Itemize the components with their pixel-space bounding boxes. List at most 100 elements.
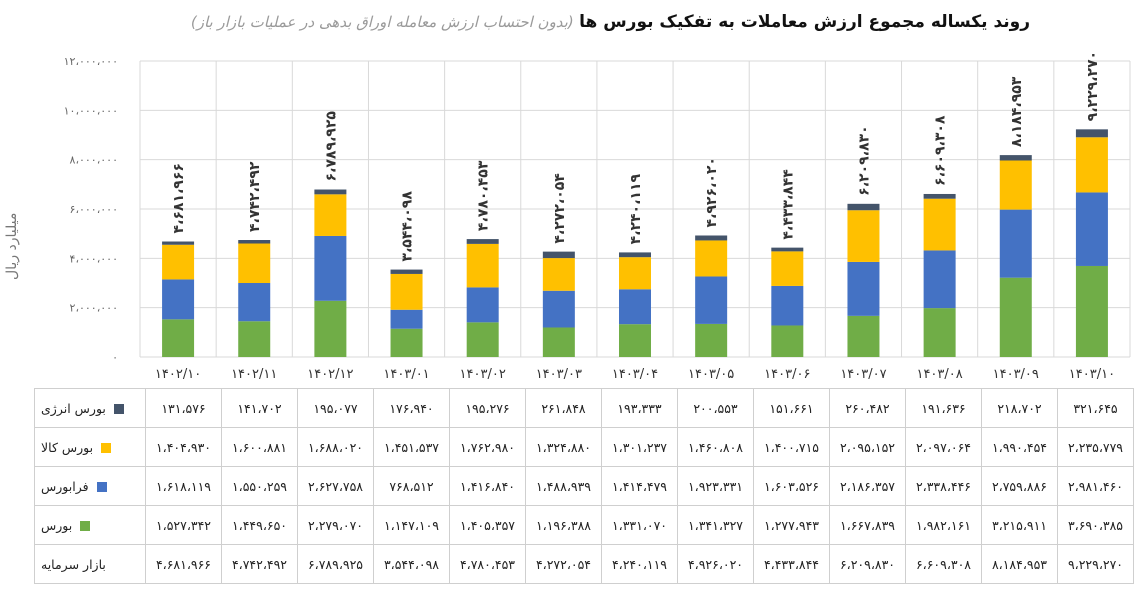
- bar-segment-2: [390, 309, 423, 329]
- table-cell: ۲۶۰،۴۸۲: [829, 388, 906, 428]
- table-cell: ۹،۲۲۹،۲۷۰: [1057, 544, 1134, 584]
- y-tick-labels: ۰ ۲،۰۰۰،۰۰۰ ۴،۰۰۰،۰۰۰ ۶،۰۰۰،۰۰۰ ۸،۰۰۰،۰۰۰ ۱۰،…: [64, 55, 118, 364]
- table-cell: ۱،۴۱۶،۸۴۰: [449, 466, 526, 506]
- bar-segment-1: [466, 322, 499, 357]
- table-cell: ۱۵۱،۶۶۱: [753, 388, 830, 428]
- data-table: بورس انرژی ۱۳۱،۵۷۶ ۱۴۱،۷۰۲ ۱۹۵،۰۷۷ ۱۷۶،۹۴۰ ۱۹…: [34, 388, 1134, 584]
- bar-segment-1: [923, 308, 956, 357]
- table-row-farabourse: فرابورس ۱،۶۱۸،۱۱۹ ۱،۵۵۰،۲۵۹ ۲،۶۲۷،۷۵۸ ۷۶۸،۵۱…: [34, 466, 1134, 506]
- legend-swatch: [80, 521, 91, 531]
- x-tick-label: ۱۴۰۲/۱۱: [231, 367, 277, 382]
- bar-segment-2: [542, 290, 575, 328]
- y-tick-label: ۴،۰۰۰،۰۰۰: [70, 252, 118, 265]
- grid-lines: [139, 60, 1131, 358]
- bar-segment-3: [314, 194, 347, 236]
- chart-subtitle: (بدون احتساب ارزش معامله اوراق بدهی در ع…: [190, 13, 574, 31]
- bar-segment-4: [695, 235, 728, 241]
- total-label: ۶،۲۰۹،۸۳۰: [856, 125, 872, 195]
- table-cell: ۳۲۱،۶۴۵: [1057, 388, 1134, 428]
- table-cell: ۲،۲۳۵،۷۷۹: [1057, 427, 1134, 467]
- x-tick-label: ۱۴۰۳/۰۹: [993, 367, 1039, 382]
- bar-segment-4: [619, 252, 651, 258]
- legend-entry-farabourse: فرابورس: [34, 466, 146, 506]
- bar-segment-4: [238, 240, 271, 244]
- table-cell: ۴،۷۸۰،۴۵۳: [449, 544, 526, 584]
- table-cell: ۲،۲۷۹،۰۷۰: [297, 505, 374, 545]
- table-row-capital-market: بازار سرمایه ۴،۶۸۱،۹۶۶ ۴،۷۴۲،۴۹۲ ۶،۷۸۹،۹۲۵ ۳…: [34, 544, 1134, 584]
- table-cell: ۴،۹۲۶،۰۲۰: [677, 544, 754, 584]
- table-cell: ۲،۳۳۸،۴۴۶: [905, 466, 982, 506]
- legend-label: بورس انرژی: [41, 400, 106, 416]
- table-cell: ۱،۹۸۲،۱۶۱: [905, 505, 982, 545]
- bar-segment-2: [771, 285, 804, 326]
- legend-entry-bourse: بورس: [34, 505, 146, 545]
- table-row-energy: بورس انرژی ۱۳۱،۵۷۶ ۱۴۱،۷۰۲ ۱۹۵،۰۷۷ ۱۷۶،۹۴۰ ۱۹…: [34, 388, 1134, 428]
- table-cell: ۱،۶۰۳،۵۲۶: [753, 466, 830, 506]
- total-label: ۴،۴۳۳،۸۴۴: [780, 169, 796, 240]
- total-label: ۴،۶۸۱،۹۶۶: [171, 163, 187, 233]
- bar-segment-2: [314, 235, 347, 301]
- table-cell: ۱،۶۶۷،۸۳۹: [829, 505, 906, 545]
- bar-segment-4: [162, 241, 195, 245]
- x-tick-label: ۱۴۰۳/۰۸: [916, 367, 962, 382]
- bar-segment-4: [1075, 129, 1108, 138]
- legend-swatch: [96, 482, 107, 492]
- table-cell: ۲،۷۵۹،۸۸۶: [981, 466, 1058, 506]
- table-cell: ۱۹۵،۲۷۶: [449, 388, 526, 428]
- bar-segment-1: [390, 328, 423, 357]
- bar-segment-1: [1075, 265, 1108, 357]
- table-cell: ۲،۶۲۷،۷۵۸: [297, 466, 374, 506]
- x-tick-label: ۱۴۰۳/۰۱: [383, 367, 429, 382]
- legend-swatch: [101, 443, 112, 453]
- bar-segment-2: [1075, 192, 1108, 266]
- table-cell: ۱۹۱،۶۳۶: [905, 388, 982, 428]
- x-tick-label: ۱۴۰۳/۰۷: [840, 367, 886, 382]
- table-cell: ۲۶۱،۸۴۸: [525, 388, 602, 428]
- table-cell: ۴،۷۴۲،۴۹۲: [221, 544, 298, 584]
- table-cell: ۲،۱۸۶،۳۵۷: [829, 466, 906, 506]
- bar-segment-4: [542, 251, 575, 259]
- table-cell: ۱۹۳،۳۳۳: [601, 388, 678, 428]
- table-row-bourse: بورس ۱،۵۲۷،۳۴۲ ۱،۴۴۹،۶۵۰ ۲،۲۷۹،۰۷۰ ۱،۱۴۷،۱۰۹…: [34, 505, 1134, 545]
- table-cell: ۱،۹۲۳،۳۳۱: [677, 466, 754, 506]
- bar-segment-3: [542, 258, 575, 291]
- table-cell: ۱،۳۳۱،۰۷۰: [601, 505, 678, 545]
- table-cell: ۱،۳۴۱،۳۲۷: [677, 505, 754, 545]
- x-tick-label: ۱۴۰۳/۰۳: [536, 367, 582, 382]
- y-tick-label: ۱۰،۰۰۰،۰۰۰: [64, 104, 118, 117]
- table-cell: ۸،۱۸۴،۹۵۳: [981, 544, 1058, 584]
- bar-segment-1: [771, 325, 804, 357]
- table-cell: ۱،۱۹۶،۳۸۸: [525, 505, 602, 545]
- bar-segment-1: [314, 300, 347, 357]
- table-cell: ۱،۴۰۰،۷۱۵: [753, 427, 830, 467]
- y-tick-label: ۸،۰۰۰،۰۰۰: [70, 154, 118, 167]
- table-cell: ۳،۲۱۵،۹۱۱: [981, 505, 1058, 545]
- bar-segment-2: [999, 209, 1032, 278]
- legend-swatch: [113, 404, 124, 414]
- legend-label: فرابورس: [41, 478, 89, 494]
- bar-segment-3: [923, 198, 956, 251]
- bar-segment-4: [999, 155, 1032, 161]
- legend-entry-capital-market: بازار سرمایه: [34, 544, 146, 584]
- total-label: ۴،۲۴۰،۱۱۹: [628, 174, 644, 245]
- y-tick-label: ۱۲،۰۰۰،۰۰۰: [64, 55, 118, 68]
- table-cell: ۱،۴۰۵،۳۵۷: [449, 505, 526, 545]
- table-cell: ۱،۴۸۸،۹۳۹: [525, 466, 602, 506]
- total-labels: ۴،۶۸۱،۹۶۶ ۴،۷۴۲،۴۹۲ ۶،۷۸۹،۹۲۵ ۳،۵۴۴،۰۹۸ ۴،۷۸…: [171, 51, 1101, 262]
- x-tick-label: ۱۴۰۲/۱۰: [155, 367, 201, 382]
- bar-segment-2: [238, 283, 271, 322]
- table-cell: ۱،۳۲۴،۸۸۰: [525, 427, 602, 467]
- table-cell: ۲،۰۹۵،۱۵۲: [829, 427, 906, 467]
- bar-segment-3: [162, 244, 195, 280]
- bar-segment-1: [162, 319, 195, 357]
- x-tick-label: ۱۴۰۳/۰۴: [612, 367, 658, 382]
- table-cell: ۴،۴۳۳،۸۴۴: [753, 544, 830, 584]
- table-cell: ۱،۶۸۸،۰۲۰: [297, 427, 374, 467]
- y-tick-label: ۶،۰۰۰،۰۰۰: [70, 203, 118, 216]
- bar-segment-1: [542, 327, 575, 357]
- bar-segment-2: [923, 250, 956, 309]
- bar-segment-1: [847, 315, 880, 357]
- table-cell: ۷۶۸،۵۱۲: [373, 466, 450, 506]
- table-cell: ۱۹۵،۰۷۷: [297, 388, 374, 428]
- table-cell: ۱،۴۰۴،۹۳۰: [145, 427, 222, 467]
